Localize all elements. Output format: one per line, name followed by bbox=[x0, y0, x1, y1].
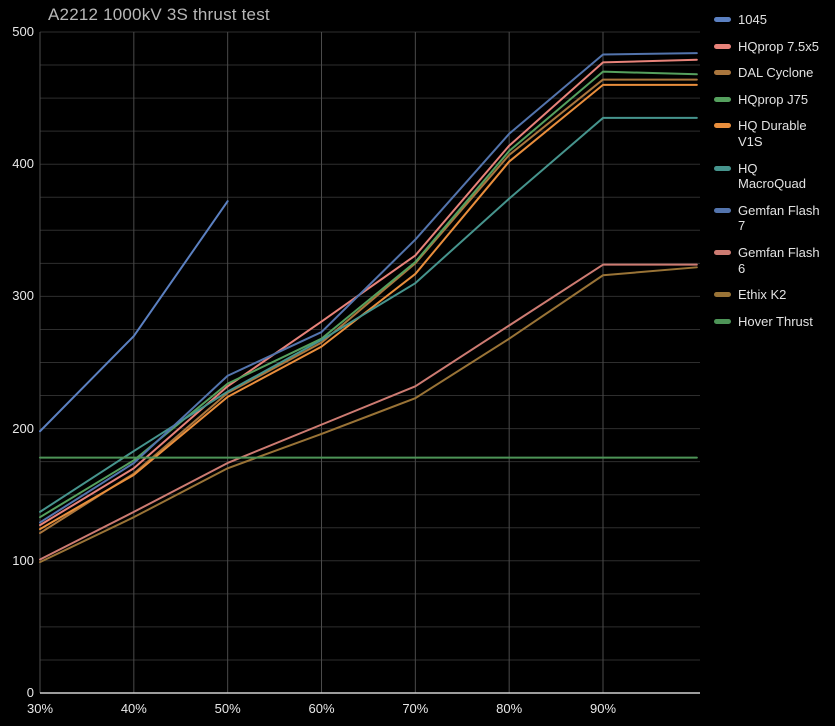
legend-label: HQ Durable V1S bbox=[738, 118, 807, 149]
y-tick-label: 300 bbox=[12, 288, 34, 304]
legend-swatch bbox=[714, 207, 731, 213]
legend-swatch bbox=[714, 123, 731, 129]
legend-item-hq-durable-v1s[interactable]: HQ Durable V1S bbox=[714, 118, 830, 149]
legend-swatch bbox=[714, 292, 731, 298]
legend-item-hover-thrust[interactable]: Hover Thrust bbox=[714, 314, 830, 330]
x-tick-label: 80% bbox=[496, 701, 523, 716]
chart-title: A2212 1000kV 3S thrust test bbox=[48, 5, 270, 24]
legend-swatch bbox=[714, 70, 731, 76]
legend-item-ethix-k2[interactable]: Ethix K2 bbox=[714, 287, 830, 303]
legend-swatch bbox=[714, 43, 731, 49]
legend-item-gemfan-flash-7[interactable]: Gemfan Flash 7 bbox=[714, 203, 830, 234]
legend-swatch bbox=[714, 96, 731, 102]
series-line-gemfan-flash-7 bbox=[39, 52, 698, 524]
x-tick-label: 50% bbox=[214, 701, 241, 716]
y-tick-label: 400 bbox=[12, 156, 34, 172]
legend-label: HQprop 7.5x5 bbox=[738, 38, 819, 54]
y-tick-label: 0 bbox=[26, 685, 34, 700]
legend-swatch bbox=[714, 318, 731, 324]
x-tick-label: 40% bbox=[120, 701, 147, 716]
legend-item-gemfan-flash-6[interactable]: Gemfan Flash 6 bbox=[714, 245, 830, 276]
legend-label: Hover Thrust bbox=[738, 313, 813, 329]
series-line-hqprop-7-5x5 bbox=[39, 58, 698, 527]
y-tick-label: 200 bbox=[12, 420, 34, 436]
legend-item-1045[interactable]: 1045 bbox=[714, 12, 830, 28]
series-line-ethix-k2 bbox=[39, 266, 698, 564]
legend: 1045 HQprop 7.5x5 DAL Cyclone HQprop J75 HQ … bbox=[714, 12, 830, 329]
legend-label: Gemfan Flash 7 bbox=[738, 202, 820, 234]
x-tick-label: 30% bbox=[26, 701, 54, 716]
legend-label: 1045 bbox=[738, 12, 767, 27]
legend-item-hq-macroquad[interactable]: HQ MacroQuad bbox=[714, 161, 830, 192]
x-tick-label: 60% bbox=[308, 701, 335, 716]
legend-swatch bbox=[714, 249, 731, 255]
series-line-hqprop-j75 bbox=[39, 70, 698, 519]
legend-swatch bbox=[714, 17, 731, 22]
legend-label: DAL Cyclone bbox=[738, 65, 814, 81]
legend-item-hqprop-7-5x5[interactable]: HQprop 7.5x5 bbox=[714, 39, 830, 55]
legend-item-dal-cyclone[interactable]: DAL Cyclone bbox=[714, 65, 830, 81]
y-tick-label: 500 bbox=[12, 24, 34, 39]
legend-swatch bbox=[714, 165, 731, 171]
legend-label: Gemfan Flash 6 bbox=[738, 244, 820, 276]
legend-label: Ethix K2 bbox=[738, 287, 787, 303]
series-line-hq-macroquad bbox=[39, 116, 698, 513]
legend-label: HQ MacroQuad bbox=[738, 160, 806, 192]
series-line-hq-durable-v1s bbox=[39, 83, 698, 531]
legend-label: HQprop J75 bbox=[738, 91, 809, 107]
series-line-dal-cyclone bbox=[39, 78, 698, 535]
legend-item-hqprop-j75[interactable]: HQprop J75 bbox=[714, 92, 830, 108]
x-tick-label: 90% bbox=[589, 701, 617, 716]
series-line-gemfan-flash-6 bbox=[39, 263, 698, 561]
series-line-1045 bbox=[39, 200, 229, 433]
x-tick-label: 70% bbox=[402, 701, 429, 716]
y-tick-label: 100 bbox=[12, 552, 34, 568]
